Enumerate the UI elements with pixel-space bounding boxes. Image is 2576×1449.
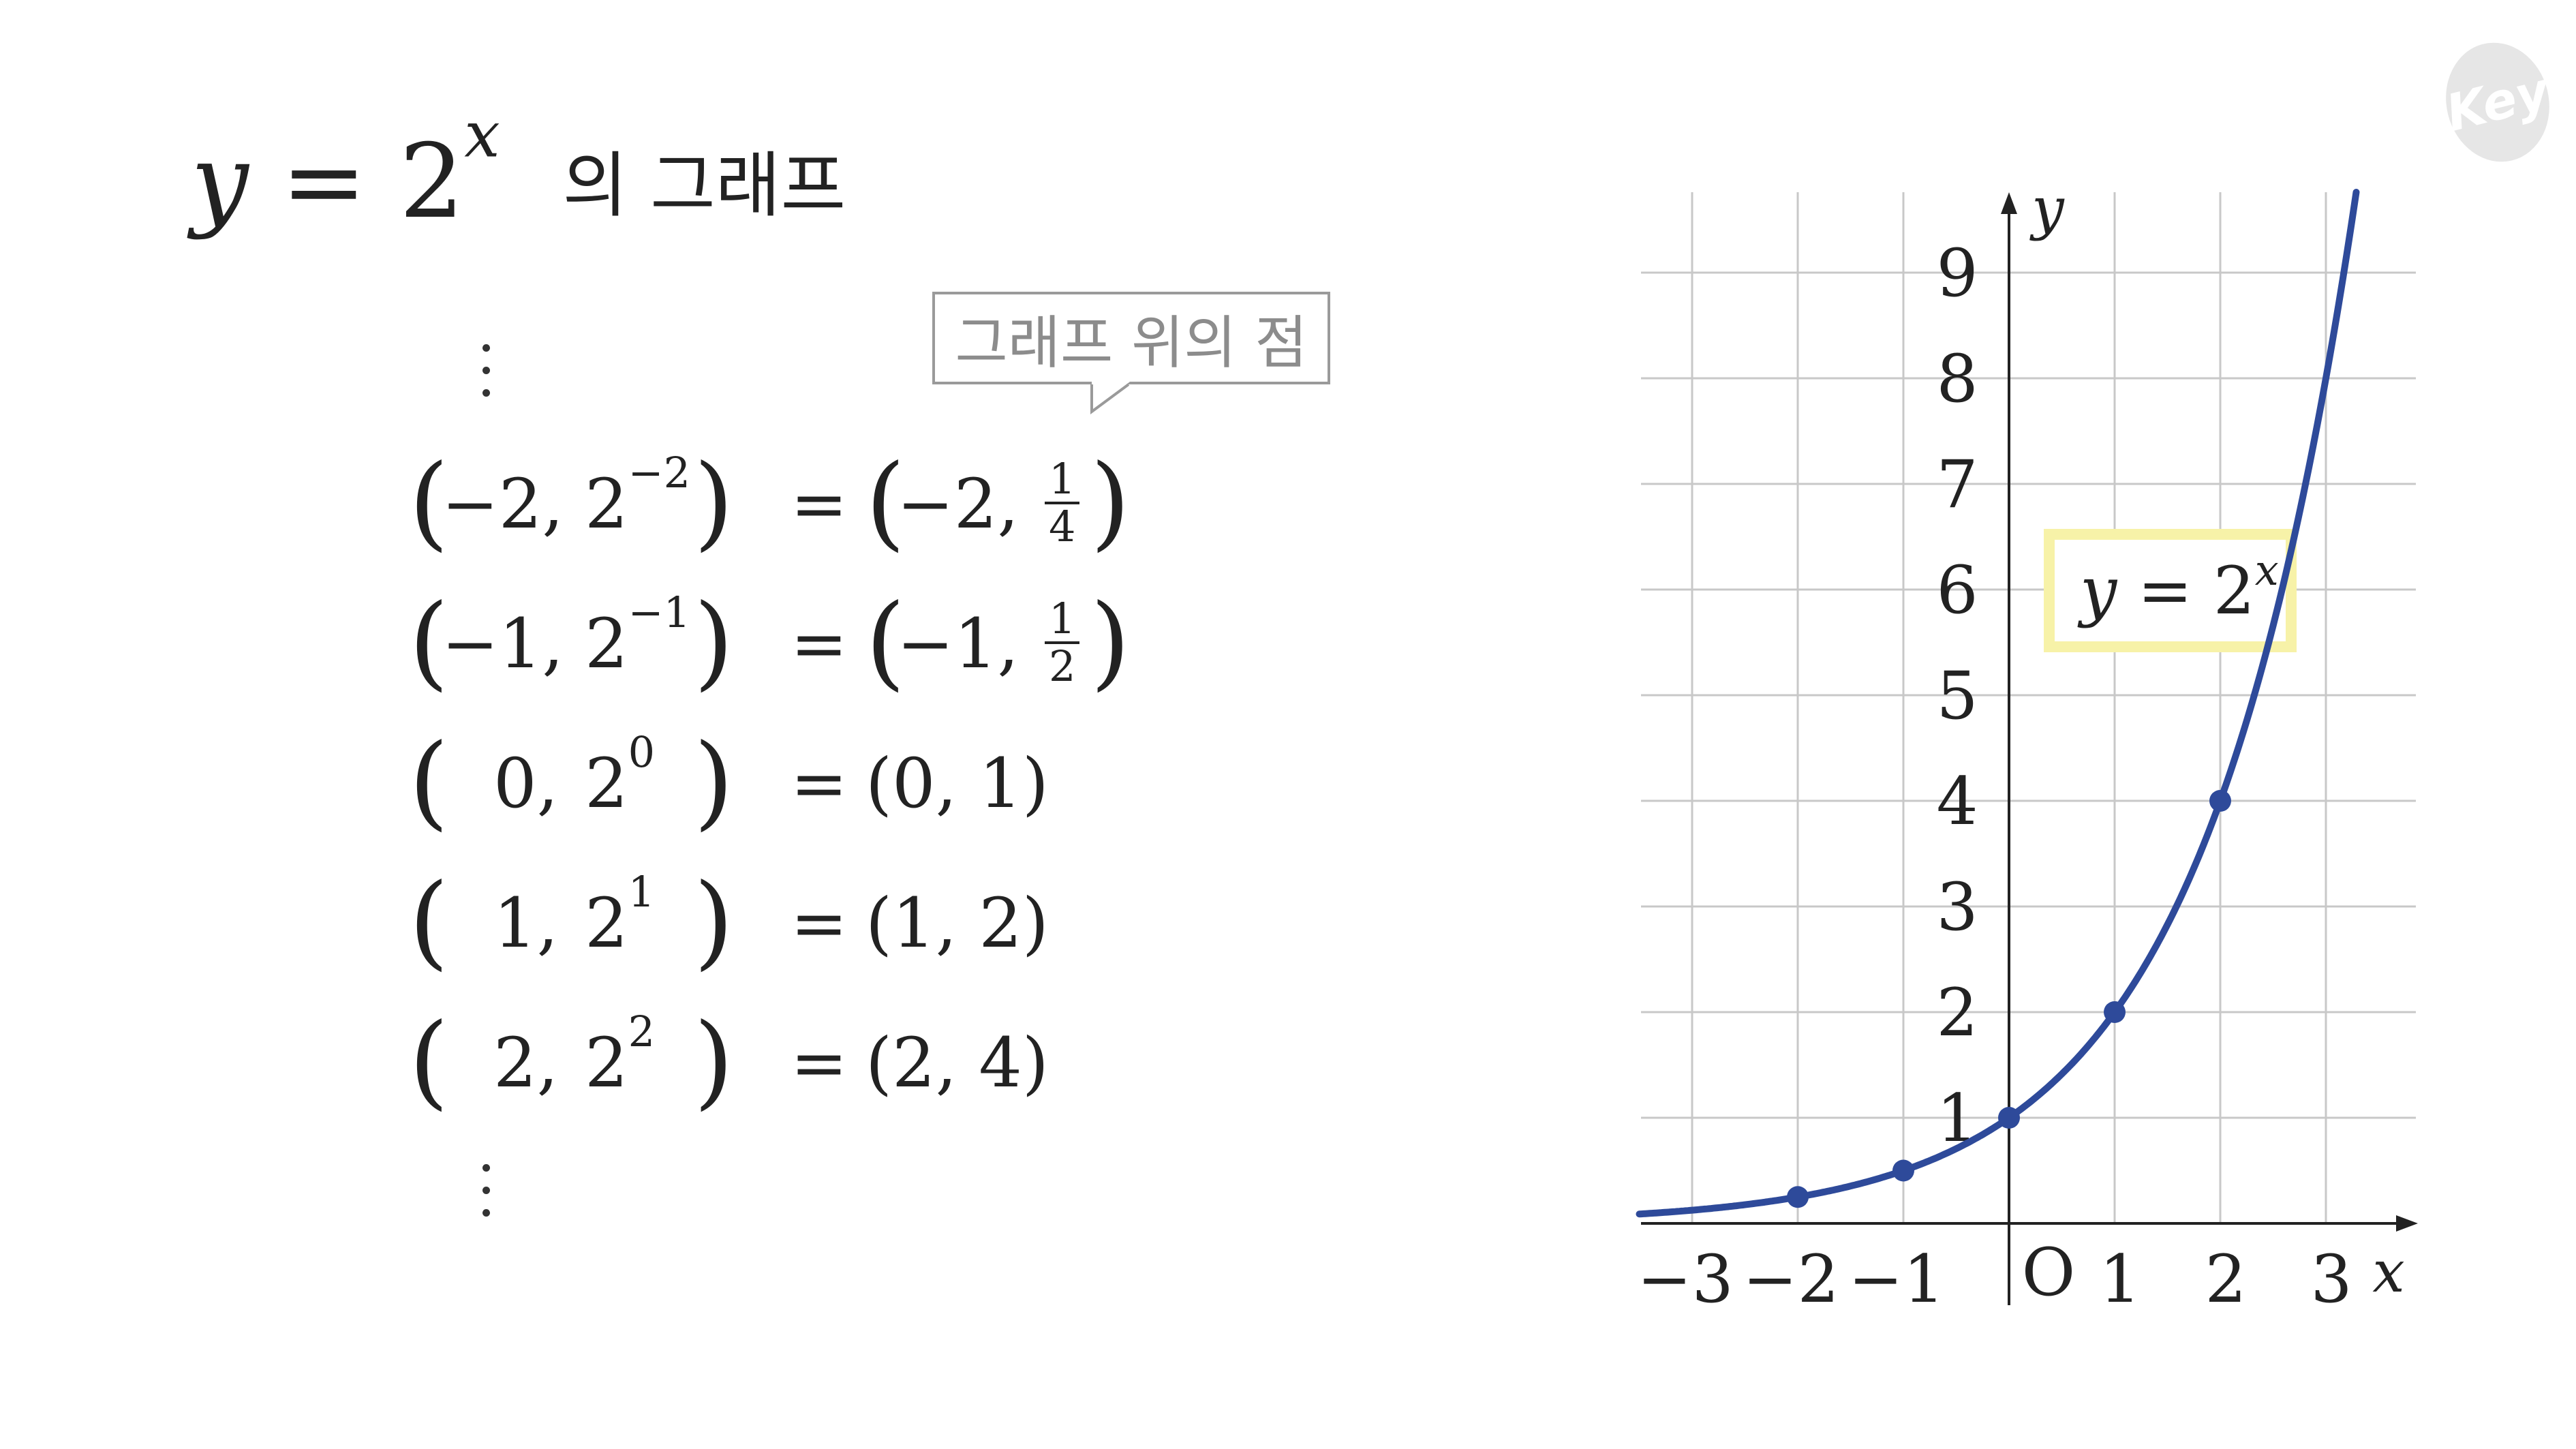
y-axis-arrow	[2001, 192, 2017, 214]
x-tick-label: −1	[1848, 1241, 1945, 1317]
vdots-top	[480, 344, 491, 397]
point-row: (2, 22) = (2, 4)	[409, 1007, 1159, 1112]
equals-sign: =	[791, 883, 848, 963]
x-axis-label: x	[2372, 1238, 2404, 1305]
close-paren: )	[694, 722, 734, 841]
open-paren: (	[409, 722, 449, 841]
y-axis-label: y	[2029, 175, 2065, 242]
x-tick-label: 1	[2099, 1241, 2141, 1317]
y-tick-label: 6	[1936, 552, 1978, 628]
result-x: −1,	[897, 604, 1019, 684]
x-tick-label: 3	[2310, 1241, 2352, 1317]
callout-text: 그래프 위의 점	[955, 309, 1308, 376]
y-tick-label: 2	[1936, 975, 1978, 1051]
point-x: 0,	[493, 744, 559, 823]
equals-sign: =	[791, 1023, 848, 1103]
point-row: (−1, 2−1) =(−1, 1 2)	[409, 588, 1159, 693]
x-tick-label: −3	[1637, 1241, 1734, 1317]
data-point	[1998, 1107, 2020, 1129]
equals-sign: =	[791, 604, 848, 684]
data-point	[2104, 1001, 2126, 1023]
open-paren: (	[409, 1002, 449, 1120]
page-title: y = 2x 의 그래프	[191, 103, 846, 241]
y-tick-label: 9	[1936, 235, 1978, 311]
data-point	[1787, 1186, 1809, 1208]
exponential-curve	[1636, 189, 2360, 1218]
equals-sign: =	[791, 744, 848, 823]
point-power: 21	[585, 867, 656, 963]
callout-tail	[1090, 382, 1130, 414]
point-row: (−2, 2−2) =(−2, 1 4)	[409, 448, 1159, 553]
close-paren: )	[1090, 583, 1131, 701]
point-x: −1,	[442, 604, 564, 684]
point-power: 20	[585, 727, 656, 823]
x-axis-arrow	[2396, 1215, 2418, 1232]
point-row: (1, 21) = (1, 2)	[409, 867, 1159, 973]
y-tick-label: 4	[1936, 763, 1978, 840]
point-x: 2,	[493, 1023, 559, 1103]
close-paren: )	[1090, 443, 1131, 562]
result-point: (2, 4)	[865, 1023, 1049, 1103]
x-tick-label: 2	[2205, 1241, 2246, 1317]
point-power: 2−1	[585, 588, 691, 684]
data-point	[2209, 790, 2231, 812]
function-label-box	[2044, 529, 2297, 652]
y-tick-label: 3	[1936, 869, 1978, 945]
point-row: (0, 20) = (0, 1)	[409, 727, 1159, 833]
y-tick-label: 5	[1936, 658, 1978, 734]
x-tick-label: −2	[1743, 1241, 1839, 1317]
point-x: 1,	[493, 883, 559, 963]
title-suffix: 의 그래프	[562, 144, 846, 227]
close-paren: )	[694, 443, 734, 562]
y-tick-label: 7	[1936, 446, 1978, 523]
point-x: −2,	[442, 464, 564, 544]
callout-bubble: 그래프 위의 점	[932, 292, 1330, 414]
close-paren: )	[694, 862, 734, 981]
point-power: 2−2	[585, 448, 691, 544]
vdots-bottom	[480, 1164, 491, 1217]
result-x: −2,	[897, 464, 1019, 544]
open-paren: (	[865, 443, 906, 562]
origin-label: O	[2022, 1234, 2076, 1311]
result-point: (1, 2)	[865, 883, 1049, 963]
close-paren: )	[694, 1002, 734, 1120]
title-exp: x	[464, 97, 500, 172]
open-paren: (	[865, 583, 906, 701]
title-base: 2	[399, 123, 465, 241]
function-label: y = 2x	[2077, 545, 2279, 629]
open-paren: (	[409, 583, 449, 701]
data-point	[1892, 1159, 1914, 1182]
title-y: y	[191, 123, 249, 241]
y-tick-label: 8	[1936, 341, 1978, 417]
close-paren: )	[694, 583, 734, 701]
point-power: 22	[585, 1007, 656, 1103]
open-paren: (	[409, 443, 449, 562]
equals-sign: =	[791, 464, 848, 544]
open-paren: (	[409, 862, 449, 981]
result-point: (0, 1)	[865, 744, 1049, 823]
title-eq: =	[281, 123, 367, 241]
